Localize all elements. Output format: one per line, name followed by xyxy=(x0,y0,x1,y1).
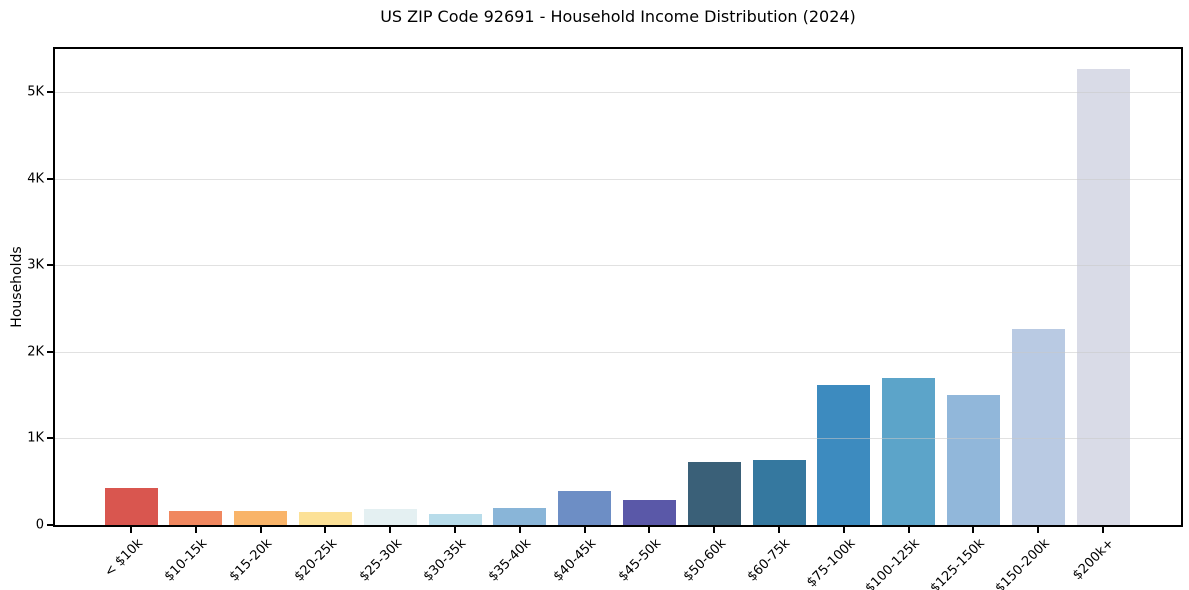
bar-$125-150k xyxy=(946,395,1000,525)
x-tick-label-$150-200k: $150-200k xyxy=(992,536,1053,590)
bar-$30-35k xyxy=(428,513,482,525)
x-tick-label-$75-100k: $75-100k xyxy=(804,536,859,590)
gridline-2K xyxy=(55,351,1181,353)
x-tick-mark xyxy=(1037,527,1040,533)
bar-$25-30k xyxy=(363,509,417,525)
x-tick-label-$125-150k: $125-150k xyxy=(927,536,989,590)
bar-$20-25k xyxy=(298,512,352,525)
y-tick-mark xyxy=(47,437,53,440)
bar-$60-75k xyxy=(752,460,806,525)
x-tick-mark xyxy=(324,527,327,533)
x-tick-mark xyxy=(972,527,975,533)
y-tick-mark xyxy=(47,91,53,94)
x-tick-label-$25-30k: $25-30k xyxy=(356,536,405,585)
gridline-1K xyxy=(55,438,1181,440)
y-tick-mark xyxy=(47,524,53,526)
x-tick-mark xyxy=(1102,527,1104,533)
x-tick-label-$30-35k: $30-35k xyxy=(421,536,470,585)
gridline-5K xyxy=(55,92,1181,94)
plot-area xyxy=(53,47,1183,527)
gridline-3K xyxy=(55,265,1181,267)
x-tick-label-$15-20k: $15-20k xyxy=(226,536,276,585)
x-tick-mark xyxy=(194,527,197,533)
bar-$40-45k xyxy=(558,491,612,525)
x-tick-mark xyxy=(454,527,456,533)
x-tick-label-$50-60k: $50-60k xyxy=(680,536,729,585)
gridline-4K xyxy=(55,178,1181,180)
x-tick-label-$20-25k: $20-25k xyxy=(291,536,341,585)
x-tick-mark xyxy=(259,527,262,533)
bar-< $10k xyxy=(104,488,158,525)
x-tick-label-$60-75k: $60-75k xyxy=(745,536,794,585)
x-tick-mark xyxy=(518,527,521,533)
x-tick-mark xyxy=(648,527,651,533)
y-tick-label: 4K xyxy=(27,171,44,187)
x-tick-label-$200k+: $200k+ xyxy=(1070,536,1118,584)
bar-$50-60k xyxy=(687,462,741,525)
bar-$100-125k xyxy=(882,377,936,525)
bar-$200k+ xyxy=(1076,68,1130,525)
x-tick-label-$100-125k: $100-125k xyxy=(863,536,924,590)
x-tick-mark xyxy=(583,527,586,533)
x-tick-mark xyxy=(778,527,780,533)
bar-$35-40k xyxy=(493,507,547,525)
x-tick-mark xyxy=(713,527,716,533)
y-tick-mark xyxy=(47,177,53,180)
x-tick-mark xyxy=(130,527,132,533)
x-tick-mark xyxy=(842,527,845,533)
x-tick-label-$35-40k: $35-40k xyxy=(485,536,535,585)
x-tick-label-< $10k: < $10k xyxy=(101,536,146,581)
x-tick-mark xyxy=(389,527,392,533)
y-tick-mark xyxy=(47,264,53,267)
bar-$10-15k xyxy=(169,510,223,525)
bar-$150-200k xyxy=(1011,328,1065,525)
x-tick-label-$45-50k: $45-50k xyxy=(615,536,665,585)
x-tick-label-$40-45k: $40-45k xyxy=(550,536,600,585)
x-tick-label-$10-15k: $10-15k xyxy=(161,536,211,585)
bar-$45-50k xyxy=(622,500,676,525)
y-tick-label: 3K xyxy=(27,257,44,273)
bar-$75-100k xyxy=(817,384,871,525)
bar-$15-20k xyxy=(234,511,288,525)
y-tick-label: 1K xyxy=(27,430,44,446)
chart-title: US ZIP Code 92691 - Household Income Dis… xyxy=(380,7,856,26)
y-tick-label: 2K xyxy=(27,344,44,360)
y-tick-mark xyxy=(47,350,53,353)
y-tick-label: 0 xyxy=(35,517,44,533)
y-tick-label: 5K xyxy=(27,84,44,100)
x-tick-mark xyxy=(907,527,910,533)
